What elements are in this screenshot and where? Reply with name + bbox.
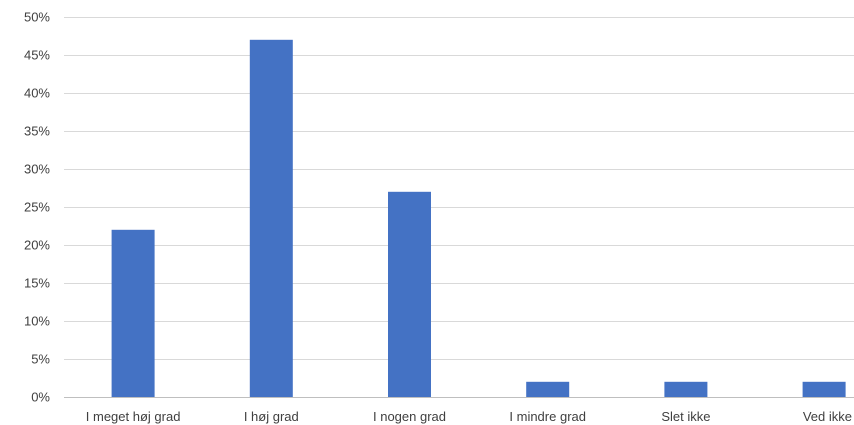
x-tick-label: I nogen grad bbox=[373, 409, 446, 424]
y-tick-label: 50% bbox=[24, 10, 50, 25]
x-tick-label: I meget høj grad bbox=[86, 409, 181, 424]
bar bbox=[111, 229, 155, 397]
y-tick-label: 10% bbox=[24, 314, 50, 329]
y-tick-label: 40% bbox=[24, 86, 50, 101]
y-tick-label: 0% bbox=[31, 390, 50, 405]
x-tick-label: I mindre grad bbox=[509, 409, 586, 424]
x-axis-tick-labels: I meget høj grad I høj grad I nogen grad I … bbox=[86, 409, 852, 424]
x-tick-label: I høj grad bbox=[244, 409, 299, 424]
bar bbox=[802, 381, 846, 397]
bar bbox=[664, 381, 708, 397]
bar bbox=[388, 191, 431, 397]
bar bbox=[249, 39, 293, 398]
y-tick-label: 45% bbox=[24, 48, 50, 63]
x-tick-label: Ved ikke bbox=[803, 409, 852, 424]
x-tick-label: Slet ikke bbox=[661, 409, 710, 424]
y-axis-tick-labels: 0% 5% 10% 15% 20% 25% 30% 35% 40% 45% 50% bbox=[24, 10, 50, 405]
gridlines bbox=[64, 17, 854, 360]
y-tick-label: 5% bbox=[31, 352, 50, 367]
bars bbox=[111, 39, 846, 398]
y-tick-label: 35% bbox=[24, 124, 50, 139]
y-tick-label: 15% bbox=[24, 276, 50, 291]
y-tick-label: 30% bbox=[24, 162, 50, 177]
bar bbox=[526, 381, 570, 397]
y-tick-label: 20% bbox=[24, 238, 50, 253]
y-tick-label: 25% bbox=[24, 200, 50, 215]
